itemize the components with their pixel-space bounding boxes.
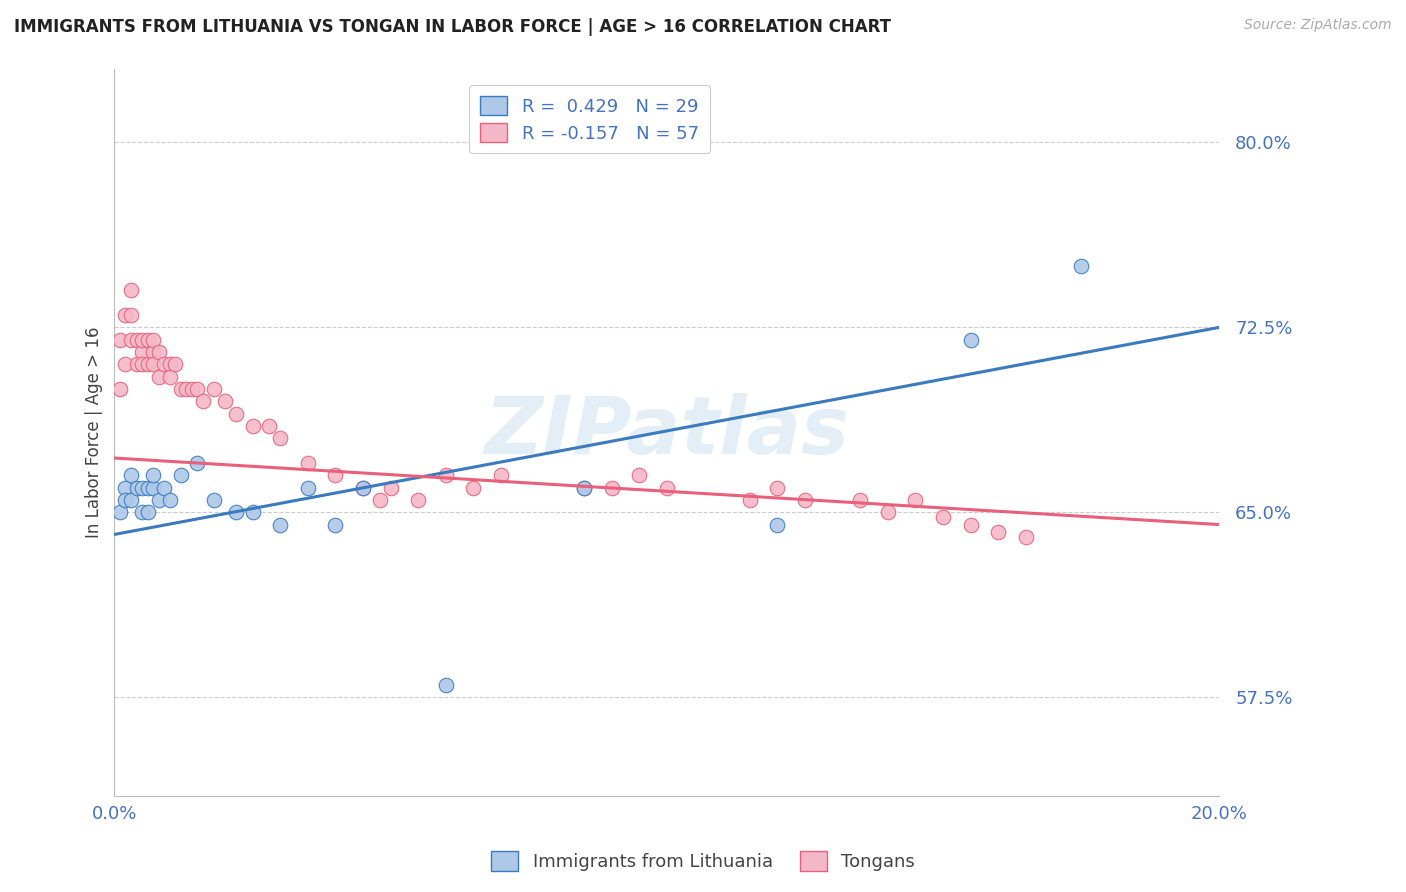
Point — [125, 333, 148, 347]
Point — [959, 333, 981, 347]
Point — [186, 382, 208, 396]
Point — [170, 382, 193, 396]
Point — [269, 431, 291, 445]
Point — [108, 382, 131, 396]
Point — [136, 357, 159, 371]
Point — [434, 468, 457, 483]
Point — [120, 308, 142, 322]
Point — [793, 492, 815, 507]
Point — [136, 333, 159, 347]
Point — [142, 357, 165, 371]
Point — [572, 481, 595, 495]
Point — [600, 481, 623, 495]
Y-axis label: In Labor Force | Age > 16: In Labor Force | Age > 16 — [86, 326, 103, 538]
Legend: Immigrants from Lithuania, Tongans: Immigrants from Lithuania, Tongans — [484, 844, 922, 879]
Point — [655, 481, 678, 495]
Point — [325, 468, 347, 483]
Point — [131, 505, 153, 519]
Point — [148, 345, 170, 359]
Point — [148, 369, 170, 384]
Point — [114, 492, 136, 507]
Point — [108, 333, 131, 347]
Point — [131, 357, 153, 371]
Text: Source: ZipAtlas.com: Source: ZipAtlas.com — [1244, 18, 1392, 32]
Point — [120, 468, 142, 483]
Point — [159, 369, 181, 384]
Point — [766, 481, 789, 495]
Text: ZIPatlas: ZIPatlas — [484, 393, 849, 471]
Point — [159, 357, 181, 371]
Point — [114, 308, 136, 322]
Point — [174, 382, 197, 396]
Point — [136, 481, 159, 495]
Point — [849, 492, 872, 507]
Point — [202, 492, 225, 507]
Point — [628, 468, 651, 483]
Point — [186, 456, 208, 470]
Point — [131, 333, 153, 347]
Point — [959, 517, 981, 532]
Point — [738, 492, 761, 507]
Point — [257, 419, 280, 434]
Point — [297, 456, 319, 470]
Point — [242, 419, 264, 434]
Point — [142, 481, 165, 495]
Point — [120, 284, 142, 298]
Point — [932, 510, 955, 524]
Point — [165, 357, 187, 371]
Point — [153, 357, 176, 371]
Point — [120, 333, 142, 347]
Point — [766, 517, 789, 532]
Point — [904, 492, 927, 507]
Point — [191, 394, 214, 409]
Point — [489, 468, 512, 483]
Point — [225, 407, 247, 421]
Point — [148, 492, 170, 507]
Point — [325, 517, 347, 532]
Point — [170, 468, 193, 483]
Point — [142, 333, 165, 347]
Point — [114, 481, 136, 495]
Point — [108, 505, 131, 519]
Legend: R =  0.429   N = 29, R = -0.157   N = 57: R = 0.429 N = 29, R = -0.157 N = 57 — [470, 85, 710, 153]
Point — [136, 505, 159, 519]
Point — [114, 357, 136, 371]
Point — [225, 505, 247, 519]
Point — [125, 481, 148, 495]
Point — [202, 382, 225, 396]
Point — [269, 517, 291, 532]
Point — [352, 481, 374, 495]
Point — [120, 492, 142, 507]
Point — [352, 481, 374, 495]
Point — [142, 345, 165, 359]
Point — [406, 492, 429, 507]
Point — [242, 505, 264, 519]
Point — [214, 394, 236, 409]
Point — [153, 481, 176, 495]
Point — [142, 468, 165, 483]
Point — [876, 505, 898, 519]
Point — [180, 382, 202, 396]
Point — [125, 357, 148, 371]
Point — [1015, 530, 1038, 544]
Point — [159, 492, 181, 507]
Point — [131, 345, 153, 359]
Point — [463, 481, 485, 495]
Point — [297, 481, 319, 495]
Point — [368, 492, 391, 507]
Point — [1070, 259, 1092, 273]
Point — [434, 678, 457, 692]
Point — [987, 524, 1010, 539]
Point — [572, 481, 595, 495]
Point — [131, 481, 153, 495]
Point — [380, 481, 402, 495]
Text: IMMIGRANTS FROM LITHUANIA VS TONGAN IN LABOR FORCE | AGE > 16 CORRELATION CHART: IMMIGRANTS FROM LITHUANIA VS TONGAN IN L… — [14, 18, 891, 36]
